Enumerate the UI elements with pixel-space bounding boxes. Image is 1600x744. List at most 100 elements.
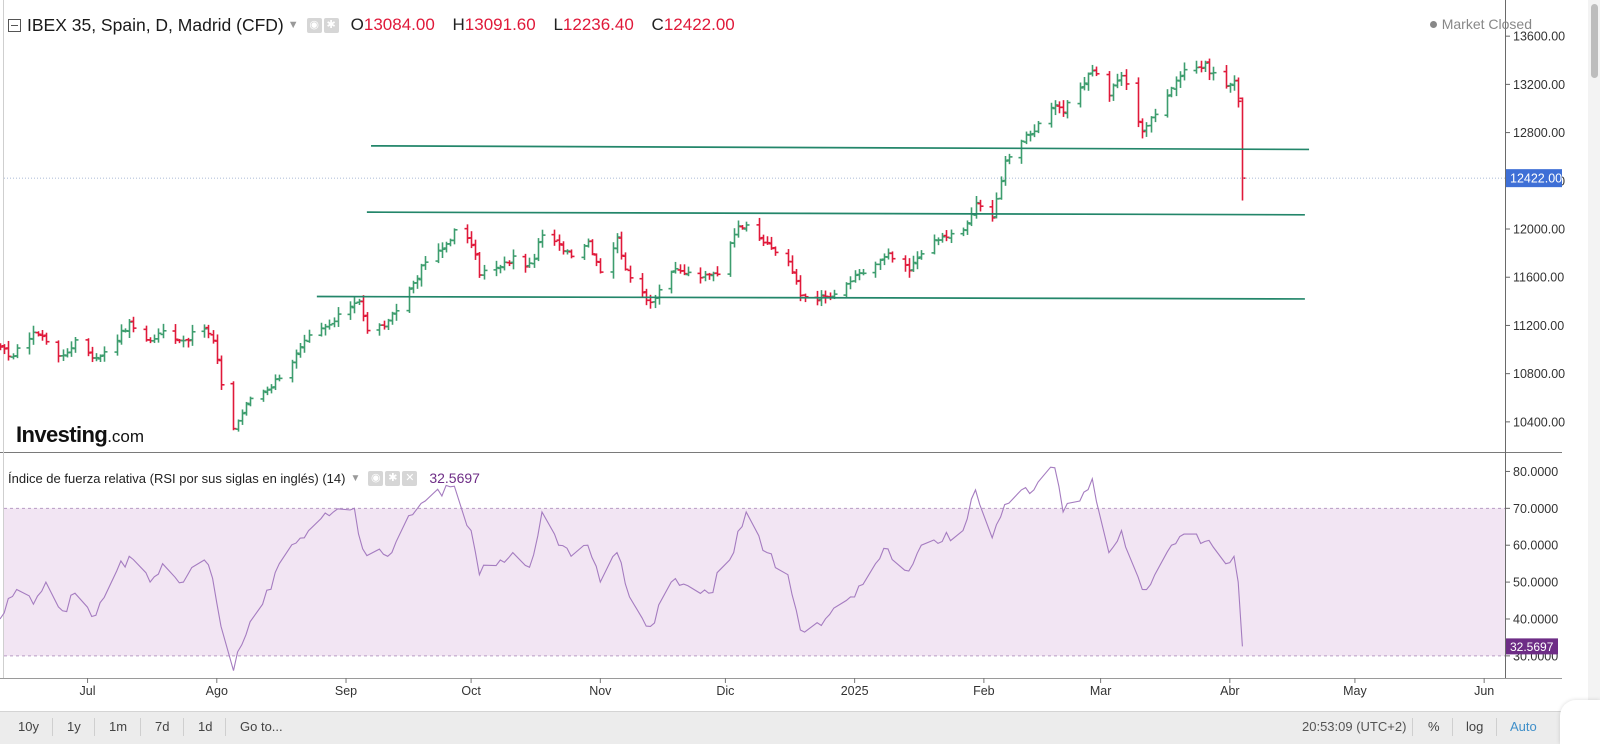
symbol-title[interactable]: IBEX 35, Spain, D, Madrid (CFD) xyxy=(27,14,284,35)
range-1y-button[interactable]: 1y xyxy=(67,719,81,734)
price-tick-label: 10800.00 xyxy=(1513,367,1565,381)
auto-toggle[interactable]: Auto xyxy=(1510,719,1537,734)
ohlc-bar xyxy=(14,344,21,359)
ohlc-bar xyxy=(977,199,984,212)
ohlc-bar xyxy=(939,232,946,243)
ohlc-bar xyxy=(414,275,421,289)
separator xyxy=(1452,718,1453,736)
ohlc-bar xyxy=(218,355,225,390)
status-dot-icon xyxy=(1429,20,1437,28)
close-label: C xyxy=(651,15,664,34)
ohlc-bar xyxy=(1077,82,1084,108)
ohlc-bar xyxy=(568,249,575,259)
logo-tld: .com xyxy=(107,427,145,446)
ohlc-bar xyxy=(1035,120,1042,134)
ohlc-bar xyxy=(556,234,563,251)
log-toggle[interactable]: log xyxy=(1466,719,1484,734)
ohlc-bar xyxy=(481,264,488,280)
range-7d-button[interactable]: 7d xyxy=(155,719,170,734)
clock-readout: 20:53:09 (UTC+2) xyxy=(1302,719,1407,734)
price-tick-label: 11600.00 xyxy=(1513,271,1564,285)
price-tick-label: 11200.00 xyxy=(1513,319,1564,333)
gear-icon[interactable]: ✱ xyxy=(323,17,339,33)
ohlc-bar xyxy=(72,336,79,353)
ohlc-bar xyxy=(1002,156,1009,186)
price-tick-label: 10400.00 xyxy=(1513,415,1565,429)
ohlc-bar xyxy=(948,229,955,244)
rsi-eye-icon[interactable]: ◉ xyxy=(368,470,384,486)
price-tick-label: 13200.00 xyxy=(1513,78,1565,92)
ohlc-bar xyxy=(364,312,371,334)
chart-canvas[interactable]: 13600.0013200.0012800.0012400.0012000.00… xyxy=(0,0,1600,711)
ohlc-bar xyxy=(268,384,275,394)
time-tick-label: Feb xyxy=(973,684,995,698)
ohlc-bar xyxy=(597,258,604,274)
bottom-toolbar: 10y 1y 1m 7d 1d Go to... 20:53:09 (UTC+2… xyxy=(0,711,1600,744)
range-10y-button[interactable]: 10y xyxy=(18,719,39,734)
trend-line xyxy=(316,295,1305,300)
ohlc-bar xyxy=(130,316,137,333)
vertical-scrollbar[interactable] xyxy=(1588,0,1600,711)
eye-icon[interactable]: ◉ xyxy=(306,17,322,33)
ohlc-bar xyxy=(622,252,629,271)
ohlc-bar xyxy=(539,229,546,248)
ohlc-bar xyxy=(351,296,358,314)
ohlc-bar xyxy=(589,239,596,256)
ohlc-bar xyxy=(335,307,342,327)
time-tick-label: Jun xyxy=(1474,684,1494,698)
symbol-chevron-down-icon[interactable]: ▼ xyxy=(287,19,299,31)
rsi-title[interactable]: Índice de fuerza relativa (RSI por sus s… xyxy=(8,470,346,486)
collapse-icon[interactable] xyxy=(8,18,21,32)
ohlc-bar xyxy=(989,199,996,222)
ohlc-bar xyxy=(205,324,212,339)
ohlc-bar xyxy=(189,324,196,346)
range-1m-button[interactable]: 1m xyxy=(109,719,128,734)
ohlc-bar xyxy=(201,324,208,338)
price-tick-label: 12800.00 xyxy=(1513,126,1565,140)
last-price-tag xyxy=(1506,169,1562,188)
ohlc-bar xyxy=(714,266,721,277)
ohlc-bar xyxy=(1123,69,1130,90)
time-tick-label: Dic xyxy=(716,684,734,698)
ohlc-bar xyxy=(97,354,104,363)
ohlc-bar xyxy=(35,331,42,337)
rsi-tick-label: 40.0000 xyxy=(1513,612,1558,626)
rsi-tick-label: 60.0000 xyxy=(1513,539,1558,553)
rsi-last-tag-label: 32.5697 xyxy=(1510,640,1554,654)
ohlc-bar xyxy=(1052,100,1059,116)
ohlc-bar xyxy=(276,374,283,382)
goto-button[interactable]: Go to... xyxy=(240,719,283,734)
separator xyxy=(1496,718,1497,736)
time-tick-label: Sep xyxy=(335,684,357,698)
ohlc-bar xyxy=(1093,66,1100,77)
ohlc-bar xyxy=(1168,86,1175,98)
ohlc-values: O13084.00 H13091.60 L12236.40 C12422.00 xyxy=(351,15,748,35)
ohlc-bar xyxy=(260,389,267,402)
ohlc-bar xyxy=(347,301,354,320)
rsi-last-tag xyxy=(1506,638,1558,655)
ohlc-bar xyxy=(301,334,308,353)
rsi-gear-icon[interactable]: ✱ xyxy=(385,470,401,486)
rsi-tick-label: 80.0000 xyxy=(1513,465,1558,479)
scrollbar-thumb[interactable] xyxy=(1591,4,1598,78)
ohlc-bar xyxy=(326,319,333,330)
ohlc-bar xyxy=(0,343,4,351)
corner-widget[interactable] xyxy=(1560,700,1600,744)
ohlc-bar xyxy=(877,258,884,270)
percent-toggle[interactable]: % xyxy=(1428,719,1440,734)
ohlc-bar xyxy=(422,256,429,270)
time-tick-label: May xyxy=(1343,684,1367,698)
ohlc-bar xyxy=(393,303,400,321)
rsi-chevron-down-icon[interactable]: ▼ xyxy=(350,472,361,484)
time-tick-label: 2025 xyxy=(841,684,869,698)
ohlc-bar xyxy=(1139,118,1146,139)
rsi-band xyxy=(4,508,1505,656)
investing-logo: Investing.com xyxy=(16,422,144,448)
rsi-close-icon[interactable]: ✕ xyxy=(402,470,418,486)
ohlc-bar xyxy=(506,260,513,267)
range-1d-button[interactable]: 1d xyxy=(198,719,213,734)
rsi-header: Índice de fuerza relativa (RSI por sus s… xyxy=(8,470,480,486)
ohlc-bar xyxy=(918,250,925,260)
ohlc-bar xyxy=(101,346,108,362)
